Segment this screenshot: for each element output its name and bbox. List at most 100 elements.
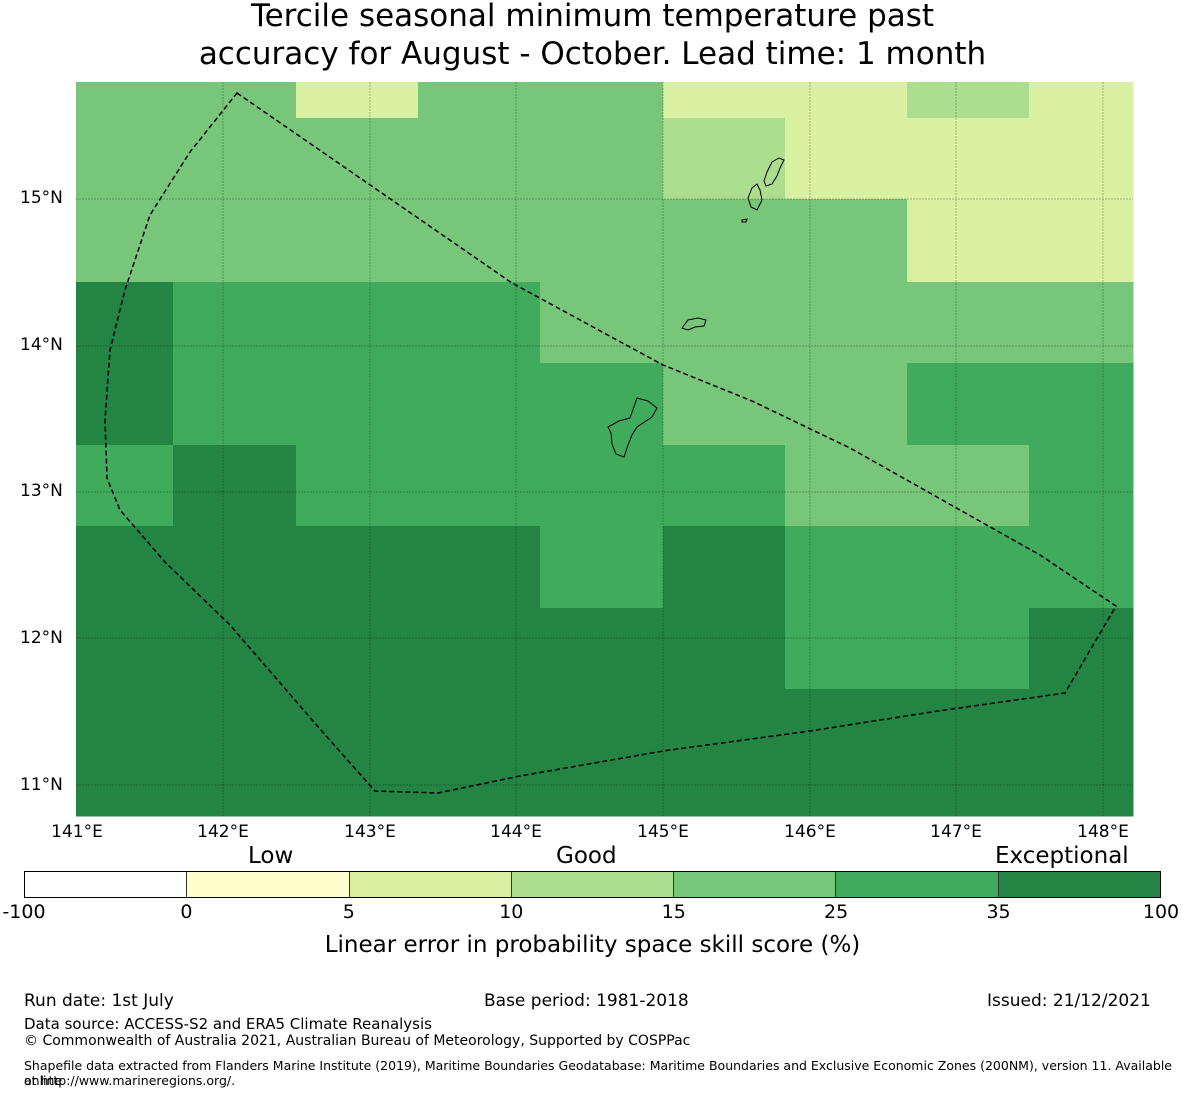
category-exceptional: Exceptional <box>995 843 1129 869</box>
grid-cell <box>540 689 664 817</box>
grid-cell <box>296 608 419 690</box>
issued-date: Issued: 21/12/2021 <box>987 991 1151 1011</box>
grid-cell <box>785 608 908 690</box>
grid-cell <box>1029 282 1134 364</box>
lon-label-147e: 147°E <box>930 822 982 842</box>
copyright-notice: © Commonwealth of Australia 2021, Austra… <box>24 1033 691 1049</box>
island-saipan <box>763 157 785 187</box>
grid-cell <box>76 199 174 283</box>
grid-cell <box>76 689 174 817</box>
grid-cell <box>76 282 174 364</box>
grid-cell <box>76 118 174 200</box>
grid-cell <box>418 82 541 119</box>
lat-label-15n: 15°N <box>20 188 63 208</box>
map-title-line-2: accuracy for August - October. Lead time… <box>198 36 987 72</box>
grid-cell <box>785 118 908 200</box>
colorbar-segment <box>187 872 350 897</box>
grid-cell <box>785 363 908 446</box>
grid-cell <box>173 445 297 527</box>
lon-label-146e: 146°E <box>784 822 836 842</box>
grid-cell <box>418 199 541 283</box>
lon-label-142e: 142°E <box>197 822 249 842</box>
grid-cell <box>418 608 541 690</box>
grid-cell <box>663 526 786 609</box>
grid-cell <box>418 526 541 609</box>
grid-cell <box>540 445 664 527</box>
category-low: Low <box>248 843 294 869</box>
colorbar-segment <box>511 872 675 897</box>
island-rota <box>681 317 707 331</box>
colorbar-tick-label: -100 <box>2 901 46 923</box>
grid-cell <box>1029 608 1134 690</box>
shapefile-credit-line-1: Shapefile data extracted from Flanders M… <box>24 1058 1172 1088</box>
island-guam <box>607 397 658 458</box>
island-tinian <box>747 183 763 211</box>
grid-cell <box>785 689 908 817</box>
lat-label-14n: 14°N <box>20 335 63 355</box>
grid-cell <box>540 199 664 283</box>
grid-cell <box>418 689 541 817</box>
grid-cell <box>1029 199 1134 283</box>
grid-cell <box>1029 445 1134 527</box>
eez-boundary <box>104 91 1118 794</box>
grid-cell <box>1029 526 1134 609</box>
grid-cell <box>173 608 297 690</box>
colorbar-tick-label: 25 <box>824 901 849 923</box>
grid-cell <box>663 118 786 200</box>
grid-cell <box>907 118 1030 200</box>
grid-cell <box>296 445 419 527</box>
lat-label-11n: 11°N <box>20 775 63 795</box>
grid-cell <box>76 445 174 527</box>
grid-cell <box>296 526 419 609</box>
base-period: Base period: 1981-2018 <box>484 991 689 1011</box>
grid-cell <box>907 199 1030 283</box>
grid-cell <box>785 199 908 283</box>
grid-cell <box>663 199 786 283</box>
lon-label-143e: 143°E <box>344 822 396 842</box>
skill-score-map <box>76 82 1134 817</box>
grid-cell <box>907 282 1030 364</box>
grid-cell <box>173 526 297 609</box>
grid-cell <box>663 689 786 817</box>
grid-cell <box>907 363 1030 446</box>
grid-cell <box>907 82 1030 119</box>
grid-cell <box>907 526 1030 609</box>
colorbar-segment <box>836 872 999 897</box>
grid-cell <box>663 608 786 690</box>
colorbar-segment <box>25 872 188 897</box>
graticule <box>76 82 1133 816</box>
colorbar-segment <box>674 872 837 897</box>
grid-cell <box>1029 363 1134 446</box>
data-source: Data source: ACCESS-S2 and ERA5 Climate … <box>24 1015 432 1033</box>
skill-grid <box>76 82 1134 817</box>
grid-cell <box>418 363 541 446</box>
grid-cell <box>785 445 908 527</box>
grid-cell <box>173 82 297 119</box>
colorbar-tick-label: 5 <box>342 901 355 923</box>
lon-label-148e: 148°E <box>1077 822 1129 842</box>
grid-cell <box>907 608 1030 690</box>
grid-cell <box>76 82 174 119</box>
island-aguijan <box>741 218 748 223</box>
grid-cell <box>1029 689 1134 817</box>
grid-cell <box>540 608 664 690</box>
grid-cell <box>173 363 297 446</box>
grid-cell <box>296 118 419 200</box>
grid-cell <box>173 118 297 200</box>
run-date: Run date: 1st July <box>24 991 174 1011</box>
lon-label-145e: 145°E <box>637 822 689 842</box>
grid-cell <box>76 526 174 609</box>
colorbar-tick-label: 35 <box>986 901 1011 923</box>
lat-label-12n: 12°N <box>20 628 63 648</box>
grid-cell <box>785 82 908 119</box>
lon-label-141e: 141°E <box>51 822 103 842</box>
lon-label-144e: 144°E <box>490 822 542 842</box>
grid-cell <box>173 282 297 364</box>
grid-cell <box>296 282 419 364</box>
grid-cell <box>540 282 664 364</box>
colorbar-tick-label: 15 <box>661 901 686 923</box>
grid-cell <box>173 689 297 817</box>
grid-cell <box>663 363 786 446</box>
colorbar <box>24 871 1161 898</box>
grid-cell <box>418 445 541 527</box>
